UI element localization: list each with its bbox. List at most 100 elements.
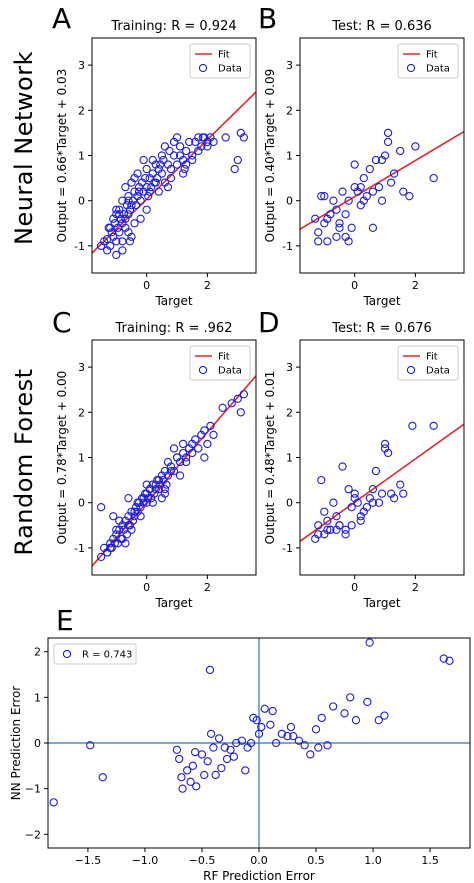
data-point: [311, 214, 320, 223]
data-point: [429, 173, 438, 183]
y-axis-label: Output = 0.66*Target + 0.03: [55, 69, 69, 243]
legend: Fit Data: [189, 345, 251, 381]
data-point: [103, 246, 112, 255]
y-axis-label: Output = 0.48*Target + 0.01: [263, 371, 277, 545]
data-point: [190, 747, 200, 757]
data-point: [194, 133, 203, 142]
data-point: [172, 160, 182, 169]
data-point: [182, 766, 192, 775]
data-point: [320, 507, 329, 516]
data-point: [323, 214, 332, 223]
data-point: [377, 489, 387, 498]
legend-entry: R = 0.743: [82, 650, 132, 661]
data-point: [169, 444, 179, 453]
x-tick-label: 0: [351, 581, 358, 594]
data-point: [181, 457, 191, 467]
y-tick-label: 0: [78, 195, 85, 208]
data-point: [363, 697, 372, 707]
data-point: [86, 741, 95, 750]
data-point: [188, 151, 197, 160]
data-point: [157, 151, 167, 160]
data-point: [139, 498, 148, 507]
data-point: [266, 720, 275, 729]
data-point: [399, 187, 408, 196]
y-tick-label: 2: [78, 406, 85, 419]
data-point: [232, 738, 241, 748]
data-point: [368, 187, 378, 196]
data-point: [445, 656, 454, 665]
panel-d: D Test: R = 0.676 0 2 -1 0 1 2 3 Target Output = 0…: [258, 306, 465, 610]
data-point: [323, 516, 332, 525]
data-point: [328, 702, 338, 711]
data-point: [109, 512, 118, 521]
data-point: [350, 489, 359, 498]
data-point: [386, 178, 396, 187]
data-point: [374, 716, 383, 725]
data-point: [380, 711, 389, 720]
data-point: [329, 498, 338, 507]
data-point: [362, 503, 371, 512]
y-tick-label: -1: [282, 240, 293, 253]
data-point: [241, 766, 250, 775]
data-point: [175, 142, 185, 151]
data-point: [188, 155, 197, 165]
legend-data-swatch: [406, 63, 416, 73]
legend-data-swatch: [62, 649, 72, 659]
legend: Fit Data: [397, 345, 459, 381]
x-tick-label: 1.5: [421, 854, 439, 867]
data-point: [230, 164, 239, 174]
data-point: [332, 512, 341, 521]
data-point: [214, 734, 224, 743]
data-point: [221, 133, 230, 142]
data-point: [197, 750, 207, 759]
data-point: [300, 741, 309, 750]
legend-entry: Data: [218, 366, 242, 377]
y-tick-label: 3: [78, 361, 85, 374]
data-point: [365, 164, 375, 174]
data-point: [181, 146, 191, 156]
data-point: [125, 205, 135, 214]
fit-line: [92, 375, 256, 567]
data-point: [314, 237, 323, 246]
panel-a: A Training: R = 0.924 0 2 -1 0 1 2 3 Target Output…: [52, 2, 257, 308]
data-point: [209, 430, 218, 440]
data-point: [335, 219, 344, 228]
data-point: [205, 665, 215, 675]
panel-letter: E: [56, 604, 74, 637]
x-tick-label: −1.0: [132, 854, 159, 867]
data-point: [110, 539, 119, 548]
data-point: [311, 725, 321, 734]
data-point: [206, 729, 216, 739]
data-point: [115, 228, 124, 237]
data-point: [371, 466, 381, 476]
data-point: [178, 169, 188, 178]
data-point: [377, 196, 387, 205]
data-point: [136, 214, 145, 223]
data-point: [338, 187, 347, 196]
data-point: [112, 525, 121, 534]
legend-entry: Fit: [426, 352, 438, 363]
legend-box: [53, 643, 137, 665]
data-point: [130, 507, 139, 516]
data-point: [145, 187, 154, 196]
panel-e: E −1.5 −1.0 −0.5 0.0 0.5 1.0 1.5 −2 −1 0 1 2 RF Predi…: [9, 604, 471, 883]
data-point: [200, 453, 209, 462]
data-point: [142, 205, 151, 214]
data-point: [239, 390, 249, 399]
x-tick-label: 2: [204, 279, 211, 292]
y-tick-label: 1: [78, 150, 85, 163]
data-point: [49, 798, 58, 807]
data-point: [237, 736, 247, 745]
data-point: [347, 503, 356, 512]
data-point: [172, 745, 182, 754]
data-point: [268, 706, 277, 716]
legend-data-swatch: [198, 365, 208, 375]
data-point: [317, 192, 326, 201]
chart-title: Training: R = 0.924: [110, 19, 236, 34]
data-point: [112, 250, 121, 260]
y-tick-label: 0: [286, 497, 293, 510]
data-point: [148, 155, 157, 165]
data-point: [341, 525, 350, 534]
data-point: [338, 462, 347, 471]
